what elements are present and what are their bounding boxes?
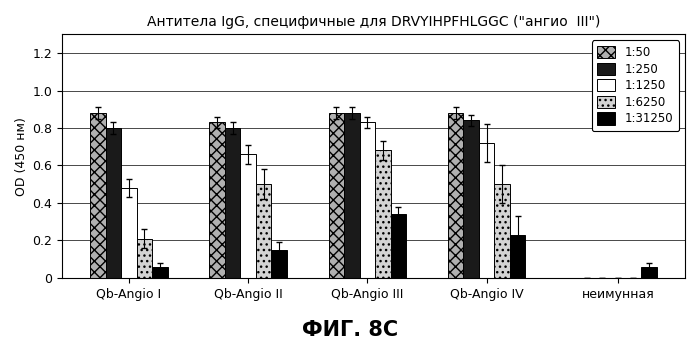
Bar bbox=[329, 113, 344, 278]
Bar bbox=[106, 128, 121, 278]
Y-axis label: OD (450 нм): OD (450 нм) bbox=[15, 117, 28, 196]
Bar bbox=[121, 188, 136, 278]
Bar bbox=[463, 120, 479, 278]
Bar bbox=[641, 267, 657, 278]
Bar bbox=[391, 214, 406, 278]
Bar bbox=[360, 122, 375, 278]
Legend: 1:50, 1:250, 1:1250, 1:6250, 1:31250: 1:50, 1:250, 1:1250, 1:6250, 1:31250 bbox=[592, 40, 679, 131]
Text: ФИГ. 8С: ФИГ. 8С bbox=[302, 320, 398, 340]
Bar bbox=[510, 235, 526, 278]
Bar bbox=[136, 238, 152, 278]
Bar bbox=[344, 113, 360, 278]
Bar bbox=[272, 250, 287, 278]
Bar bbox=[256, 184, 272, 278]
Bar bbox=[241, 154, 256, 278]
Bar bbox=[479, 143, 494, 278]
Bar bbox=[225, 128, 241, 278]
Bar bbox=[494, 184, 510, 278]
Bar bbox=[152, 267, 168, 278]
Bar bbox=[375, 151, 391, 278]
Bar bbox=[209, 122, 225, 278]
Bar bbox=[448, 113, 463, 278]
Title: Антитела IgG, специфичные для DRVYIHPFHLGGC ("ангио  III"): Антитела IgG, специфичные для DRVYIHPFHL… bbox=[147, 15, 600, 29]
Bar bbox=[90, 113, 106, 278]
